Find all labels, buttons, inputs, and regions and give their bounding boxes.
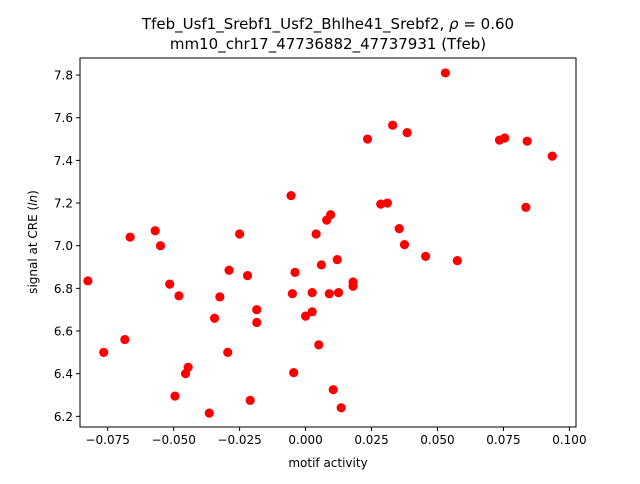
x-tick-label-1: −0.050: [151, 433, 195, 447]
data-point-30: [316, 260, 326, 270]
y-tick-label-3: 6.8: [54, 282, 73, 296]
data-point-6: [165, 279, 175, 289]
x-tick-label-7: 0.100: [552, 433, 586, 447]
data-point-44: [394, 224, 404, 234]
y-tick-label-4: 7.0: [54, 239, 73, 253]
data-point-26: [307, 307, 317, 317]
data-point-20: [252, 317, 262, 328]
data-point-52: [521, 202, 531, 212]
data-point-24: [290, 267, 300, 277]
data-point-16: [235, 229, 245, 239]
data-point-0: [83, 276, 93, 286]
y-tick-label-1: 6.4: [54, 367, 73, 381]
data-point-5: [155, 241, 166, 251]
x-tick-label-2: −0.025: [217, 433, 261, 447]
data-point-2: [120, 334, 130, 345]
plot-frame: [79, 57, 577, 428]
data-point-1: [99, 347, 109, 357]
x-tick-label-4: 0.025: [354, 433, 388, 447]
data-point-47: [421, 251, 431, 261]
x-tick-label-5: 0.050: [420, 433, 454, 447]
y-tick-label-6: 7.4: [54, 154, 73, 168]
data-point-10: [183, 362, 193, 372]
data-point-39: [348, 281, 358, 291]
data-point-37: [336, 403, 346, 413]
y-tick-label-5: 7.2: [54, 197, 73, 211]
y-axis-ticks: 6.2 6.4 6.6 6.8 7.0 7.2 7.4 7.6 7.8: [54, 69, 80, 424]
data-point-34: [328, 385, 338, 395]
data-point-14: [223, 347, 233, 357]
data-point-11: [204, 408, 214, 418]
y-tick-label-0: 6.2: [54, 410, 73, 424]
data-point-51: [500, 133, 510, 143]
data-point-25: [300, 311, 311, 321]
data-point-49: [452, 256, 462, 266]
chart-title-line1: Tfeb_Usf1_Srebf1_Usf2_Bhlhe41_Srebf2, ρ …: [141, 15, 514, 34]
data-point-22: [287, 289, 297, 299]
data-point-29: [314, 340, 324, 350]
data-point-4: [150, 226, 160, 236]
data-point-7: [170, 391, 180, 401]
data-point-53: [522, 136, 532, 146]
data-point-33: [326, 210, 336, 220]
data-point-45: [399, 240, 410, 250]
x-axis-ticks: −0.075 −0.050 −0.025 0.000 0.025 0.050 0.075 0.…: [85, 427, 587, 447]
y-axis-label: signal at CRE (ln): [26, 190, 40, 294]
points-layer: [83, 68, 557, 418]
data-point-19: [252, 305, 262, 315]
x-tick-label-6: 0.075: [486, 433, 520, 447]
data-point-13: [215, 292, 225, 302]
data-point-42: [382, 198, 392, 208]
data-point-46: [402, 128, 412, 138]
x-tick-label-0: −0.075: [85, 433, 129, 447]
x-tick-label-3: 0.000: [288, 433, 322, 447]
data-point-43: [388, 120, 398, 130]
y-tick-label-2: 6.6: [54, 325, 73, 339]
data-point-36: [333, 288, 344, 298]
x-axis-label: motif activity: [288, 456, 367, 470]
chart-title-line2: mm10_chr17_47736882_47737931 (Tfeb): [170, 35, 486, 54]
data-point-28: [311, 229, 321, 239]
data-point-18: [245, 395, 255, 405]
data-point-3: [125, 232, 135, 242]
data-point-40: [362, 134, 373, 144]
data-point-21: [286, 190, 296, 201]
y-tick-label-7: 7.6: [54, 111, 73, 125]
data-point-54: [547, 151, 557, 161]
data-point-8: [174, 291, 184, 301]
data-point-15: [224, 265, 234, 275]
data-point-17: [242, 270, 253, 281]
y-tick-label-8: 7.8: [54, 69, 73, 83]
data-point-48: [440, 68, 450, 78]
data-point-32: [324, 289, 334, 299]
data-point-27: [307, 288, 317, 298]
data-point-23: [289, 368, 299, 378]
data-point-35: [332, 254, 342, 265]
data-point-12: [209, 313, 220, 323]
